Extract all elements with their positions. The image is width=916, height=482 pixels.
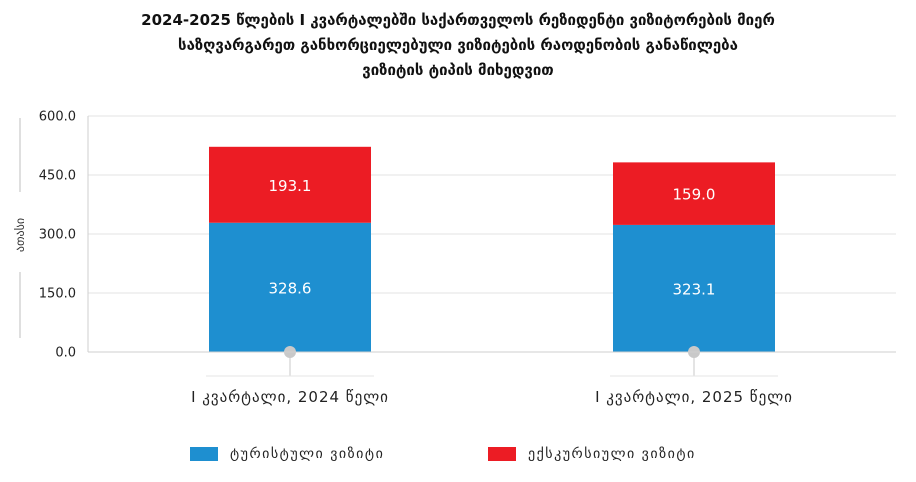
chart-title-line-2: საზღვარგარეთ განხორციელებული ვიზიტების რ…	[178, 36, 738, 54]
stacked-bar-chart: 0.0 150.0 300.0 450.0 600.0 ათასი 328.6 193.1 I …	[13, 110, 896, 406]
bar-segment-tourist	[613, 224, 775, 352]
y-tick-label: 150.0	[39, 287, 76, 302]
bar-data-label: 323.1	[673, 280, 716, 298]
y-tick-label: 300.0	[39, 228, 76, 243]
legend-label-excursion: ექსკურსიული ვიზიტი	[528, 446, 696, 462]
chart-title-line-3: ვიზიტის ტიპის მიხედვით	[362, 61, 554, 79]
y-axis-title: ათასი	[13, 218, 27, 252]
legend-item-excursion: ექსკურსიული ვიზიტი	[488, 446, 696, 462]
legend-item-tourist: ტურისტული ვიზიტი	[190, 446, 384, 462]
bar-segment-excursion	[209, 146, 371, 223]
y-tick-label: 0.0	[55, 346, 76, 361]
bar-data-label: 328.6	[269, 279, 312, 297]
bar-segment-tourist	[209, 222, 371, 352]
chart-title-line-1: 2024-2025 წლების I კვარტალებში საქართველ…	[141, 11, 775, 29]
bar-segment-excursion	[613, 162, 775, 225]
bar-data-label: 159.0	[673, 186, 716, 204]
legend-swatch-excursion	[488, 447, 516, 461]
legend-label-tourist: ტურისტული ვიზიტი	[230, 446, 385, 462]
legend-swatch-tourist	[190, 447, 218, 461]
x-category-label: I კვარტალი, 2024 წელი	[191, 388, 389, 406]
x-category-label: I კვარტალი, 2025 წელი	[595, 388, 793, 406]
y-tick-label: 450.0	[39, 169, 76, 184]
chart-legend: ტურისტული ვიზიტი ექსკურსიული ვიზიტი	[0, 446, 916, 470]
y-tick-label: 600.0	[39, 110, 76, 125]
chart-title: 2024-2025 წლების I კვარტალებში საქართველ…	[0, 8, 916, 83]
bar-data-label: 193.1	[269, 177, 312, 195]
